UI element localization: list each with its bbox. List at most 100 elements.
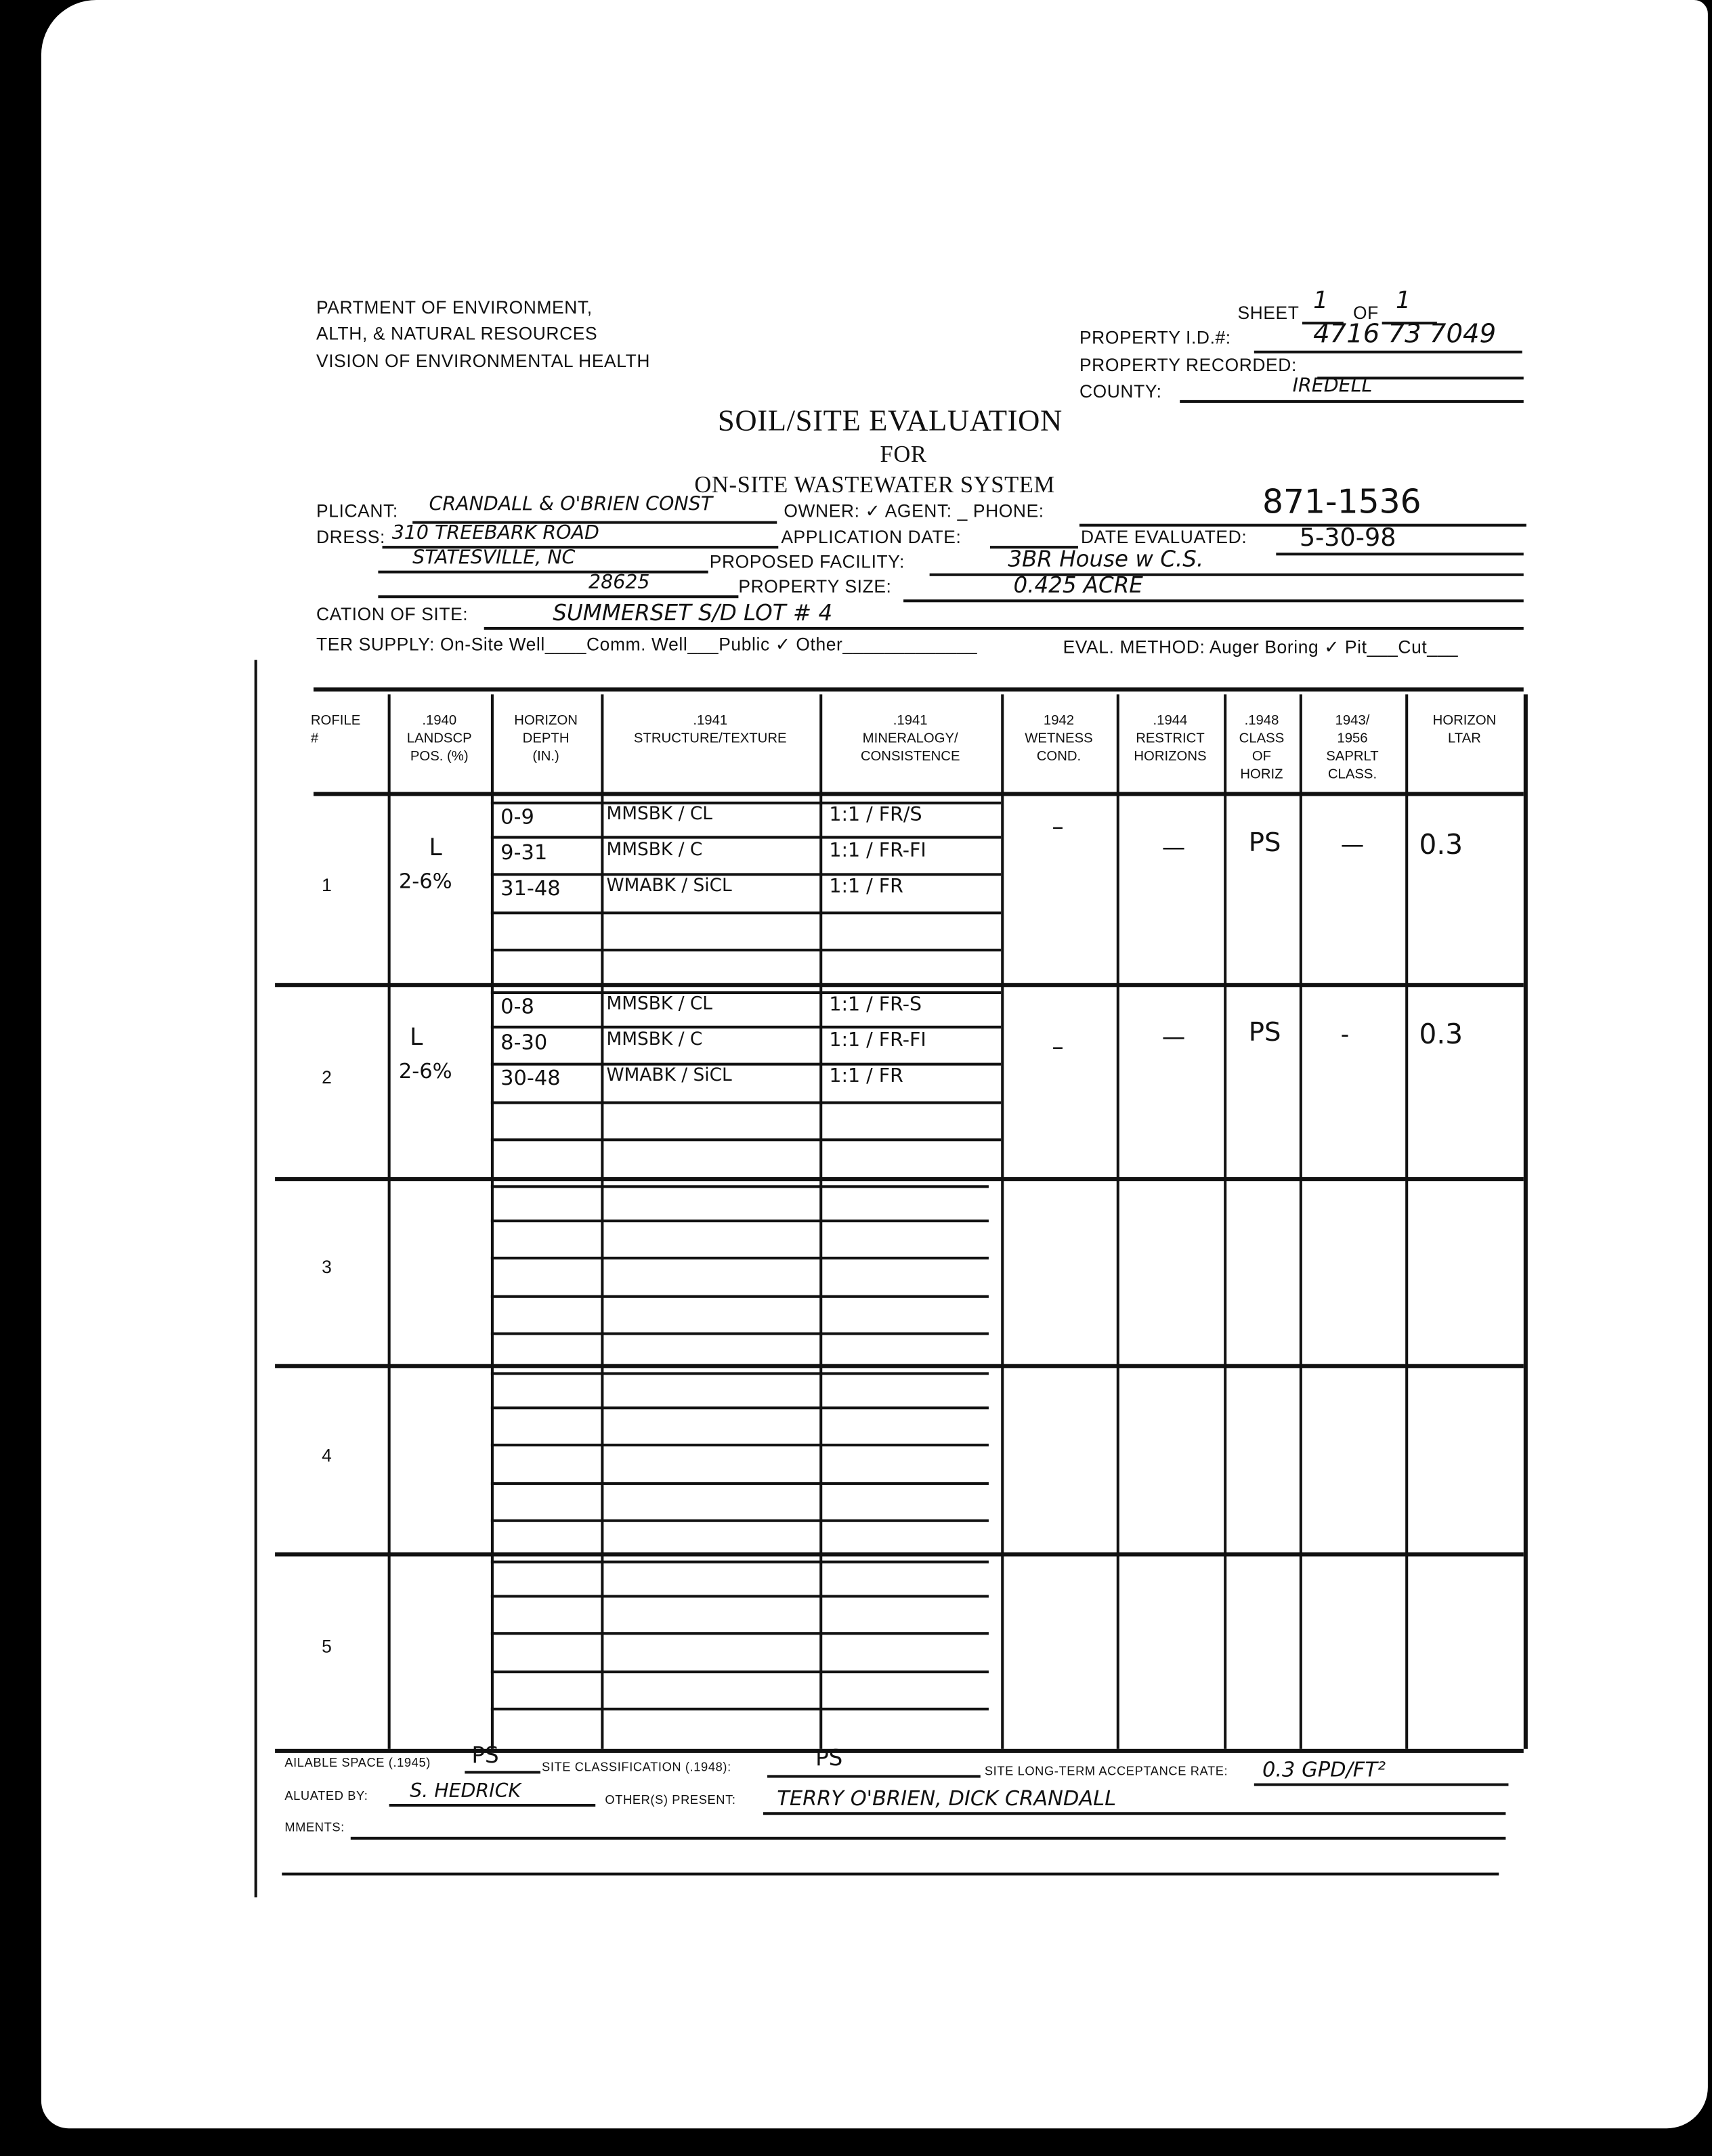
available-space-label: AILABLE SPACE (.1945) [284, 1755, 431, 1770]
horizon-row-line [490, 1482, 989, 1484]
horizon-ltar[interactable]: 0.3 [1419, 827, 1463, 861]
table-column-divider [387, 694, 390, 1749]
landscape-position[interactable]: L [410, 1024, 423, 1052]
evaluated-by-label: ALUATED BY: [284, 1788, 368, 1803]
horizon-mineralogy-consistence[interactable]: 1:1 / FR/S [829, 804, 922, 827]
ltar-label: SITE LONG-TERM ACCEPTANCE RATE: [984, 1764, 1228, 1778]
phone-value[interactable]: 871-1536 [1262, 482, 1421, 521]
ltar-line [1254, 1783, 1509, 1786]
table-top-border [313, 687, 1524, 692]
slope-percent[interactable]: 2-6% [398, 869, 452, 894]
comments-label: MMENTS: [284, 1820, 345, 1834]
location-line [484, 626, 1524, 629]
horizon-row-line [490, 1220, 989, 1222]
profile-number: 3 [322, 1256, 333, 1278]
horizon-row-line [490, 1595, 989, 1597]
horizon-depth[interactable]: 0-8 [500, 994, 534, 1019]
horizon-row-line [490, 1138, 1002, 1141]
horizon-structure-texture[interactable]: WMABK / SiCL [606, 1065, 732, 1087]
saprolite-class[interactable]: — [1340, 832, 1365, 860]
horizon-class[interactable]: PS [1248, 1017, 1281, 1048]
horizon-depth[interactable]: 9-31 [500, 840, 548, 865]
landscape-position[interactable]: L [429, 834, 442, 863]
horizon-mineralogy-consistence[interactable]: 1:1 / FR-FI [829, 840, 926, 863]
horizon-row-line [490, 1372, 989, 1375]
horizon-structure-texture[interactable]: MMSBK / CL [606, 804, 712, 825]
horizon-row-line [490, 1632, 989, 1635]
table-column-divider [1523, 694, 1527, 1749]
profile-divider [275, 1177, 1524, 1181]
others-present-value[interactable]: TERRY O'BRIEN, DICK CRANDALL [777, 1786, 1117, 1811]
site-classification-label: SITE CLASSIFICATION (.1948): [542, 1760, 731, 1774]
address-line-2[interactable]: STATESVILLE, NC [412, 547, 576, 569]
applicant-label: PLICANT: [316, 500, 398, 521]
profile-divider [275, 1364, 1524, 1368]
property-size-value[interactable]: 0.425 ACRE [1013, 572, 1143, 599]
restrictive-horizons[interactable]: — [1161, 834, 1186, 863]
property-id-value: 4716 73 7049 [1313, 319, 1497, 349]
wetness-condition[interactable]: – [1052, 814, 1064, 842]
horizon-depth[interactable]: 8-30 [500, 1029, 548, 1055]
horizon-row-line [490, 1406, 989, 1409]
horizon-ltar[interactable]: 0.3 [1419, 1017, 1463, 1051]
table-column-header: HORIZON LTAR [1432, 713, 1497, 747]
profile-number: 1 [322, 874, 333, 895]
saprolite-class[interactable]: - [1340, 1021, 1350, 1050]
date-evaluated-value[interactable]: 5-30-98 [1299, 523, 1396, 553]
table-column-header: .1941 MINERALOGY/ CONSISTENCE [860, 713, 960, 764]
horizon-structure-texture[interactable]: MMSBK / CL [606, 994, 712, 1015]
sheet-label: SHEET [1237, 302, 1300, 324]
profile-number: 2 [322, 1066, 333, 1087]
horizon-row-line [490, 1670, 989, 1673]
horizon-depth[interactable]: 0-9 [500, 804, 534, 829]
horizon-row-line [490, 1519, 989, 1522]
horizon-mineralogy-consistence[interactable]: 1:1 / FR [829, 1065, 903, 1088]
comments-line-2 [282, 1872, 1499, 1875]
horizon-row-line [490, 1025, 1002, 1028]
restrictive-horizons[interactable]: — [1161, 1024, 1186, 1052]
table-column-divider [1299, 694, 1302, 1749]
horizon-mineralogy-consistence[interactable]: 1:1 / FR-S [829, 994, 922, 1016]
evaluated-by-value[interactable]: S. HEDRICK [410, 1780, 521, 1803]
horizon-row-line [490, 1444, 989, 1446]
address-label: DRESS: [316, 526, 385, 548]
table-column-header: .1941 STRUCTURE/TEXTURE [633, 713, 787, 747]
horizon-structure-texture[interactable]: MMSBK / C [606, 1029, 703, 1051]
proposed-facility-line [929, 573, 1524, 576]
table-column-header: ROFILE # [310, 713, 361, 747]
slope-percent[interactable]: 2-6% [398, 1058, 452, 1084]
address-line-1[interactable]: 310 TREEBARK ROAD [391, 522, 599, 545]
sheet-value: 1 [1313, 287, 1329, 315]
table-column-header: 1943/ 1956 SAPRLT CLASS. [1326, 713, 1379, 783]
profile-divider [275, 1552, 1524, 1556]
property-recorded-line [1317, 376, 1524, 379]
sheet-line [1302, 322, 1344, 324]
horizon-row-line [490, 1062, 1002, 1065]
horizon-row-line [490, 991, 1002, 994]
address-line-3[interactable]: 28625 [588, 572, 650, 595]
department-line-1: PARTMENT OF ENVIRONMENT, [316, 297, 593, 318]
horizon-depth[interactable]: 30-48 [500, 1065, 561, 1091]
horizon-structure-texture[interactable]: WMABK / SiCL [606, 876, 732, 897]
county-line [1180, 400, 1524, 402]
address-line-2-rule [378, 570, 708, 573]
horizon-structure-texture[interactable]: MMSBK / C [606, 840, 703, 861]
proposed-facility-value[interactable]: 3BR House w C.S. [1008, 546, 1204, 572]
horizon-row-line [490, 1256, 989, 1259]
location-value[interactable]: SUMMERSET S/D LOT # 4 [553, 599, 833, 626]
ltar-value[interactable]: 0.3 GPD/FT² [1262, 1756, 1386, 1782]
eval-method-label: EVAL. METHOD: Auger Boring ✓ Pit___Cut__… [1063, 637, 1459, 657]
available-space-value[interactable]: PS [471, 1742, 499, 1769]
comments-line-1 [350, 1836, 1506, 1839]
table-column-header: .1940 LANDSCP POS. (%) [406, 713, 472, 764]
horizon-mineralogy-consistence[interactable]: 1:1 / FR [829, 876, 903, 898]
wetness-condition[interactable]: – [1052, 1033, 1064, 1062]
applicant-value[interactable]: CRANDALL & O'BRIEN CONST [429, 493, 713, 516]
form-title-system: ON-SITE WASTEWATER SYSTEM [694, 471, 1055, 498]
site-classification-value[interactable]: PS [815, 1744, 843, 1771]
horizon-mineralogy-consistence[interactable]: 1:1 / FR-FI [829, 1029, 926, 1052]
table-header-border [313, 792, 1524, 796]
horizon-depth[interactable]: 31-48 [500, 876, 561, 901]
horizon-class[interactable]: PS [1248, 827, 1281, 859]
